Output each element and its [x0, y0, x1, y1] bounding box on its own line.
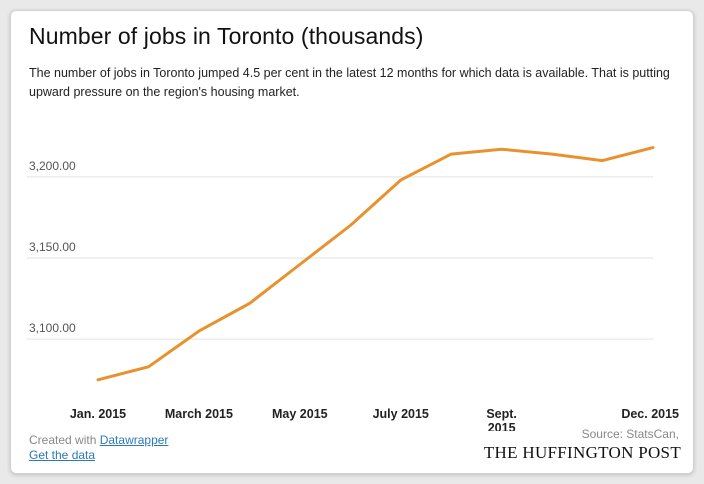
x-tick-label: May 2015: [272, 407, 328, 421]
x-tick-label: July 2015: [373, 407, 429, 421]
y-tick-label: 3,100.00: [29, 321, 76, 335]
x-tick-label: Jan. 2015: [70, 407, 126, 421]
x-tick-label: March 2015: [165, 407, 233, 421]
x-tick-label: Dec. 2015: [621, 407, 679, 421]
datawrapper-link[interactable]: Datawrapper: [99, 433, 169, 447]
line-chart: 3,100.00 3,150.00 3,200.00 Jan. 2015 March …: [27, 146, 679, 431]
source-note: Source: StatsCan,: [581, 427, 679, 441]
series-line: [96, 146, 655, 382]
get-the-data-link[interactable]: Get the data: [29, 448, 96, 462]
x-tick-label: Sept.: [486, 407, 517, 421]
chart-subtitle: The number of jobs in Toronto jumped 4.5…: [29, 66, 670, 99]
created-with-text: Created with: [29, 433, 97, 447]
chart-card: Number of jobs in Toronto (thousands) Th…: [10, 10, 694, 474]
y-tick-label: 3,150.00: [29, 240, 76, 254]
chart-title: Number of jobs in Toronto (thousands): [29, 23, 424, 49]
footer-credits: Created with Datawrapper Get the data: [29, 433, 168, 463]
x-tick-label: 2015: [488, 421, 516, 431]
y-tick-label: 3,200.00: [29, 159, 76, 173]
huffington-post-logo: THE HUFFINGTON POST: [483, 443, 681, 462]
